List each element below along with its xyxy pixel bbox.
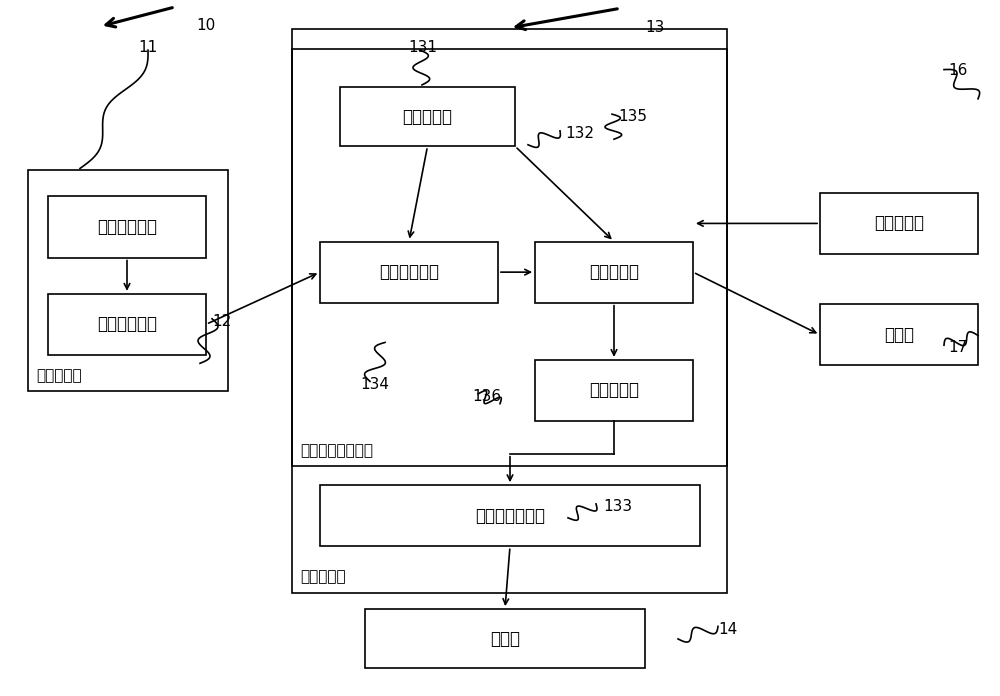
- Text: 136: 136: [472, 389, 501, 404]
- Text: 13: 13: [645, 20, 664, 35]
- Bar: [48, 294, 206, 355]
- Text: 显示部: 显示部: [884, 326, 914, 344]
- Bar: [365, 609, 645, 668]
- Text: 脑电波运算处理部: 脑电波运算处理部: [300, 443, 373, 458]
- Text: 脑电波接口部: 脑电波接口部: [97, 315, 157, 333]
- Bar: [820, 193, 978, 254]
- Text: 12: 12: [212, 314, 231, 329]
- Text: 134: 134: [360, 377, 389, 392]
- Bar: [28, 170, 228, 391]
- Bar: [340, 87, 515, 146]
- Text: 133: 133: [603, 499, 632, 514]
- Text: 脑电波处理部: 脑电波处理部: [379, 263, 439, 281]
- Text: 脑电波检测部: 脑电波检测部: [97, 218, 157, 236]
- Text: 14: 14: [718, 622, 737, 637]
- Text: 131: 131: [408, 40, 437, 55]
- Text: 压迫运动控制部: 压迫运动控制部: [475, 507, 545, 525]
- Text: 控制处理部: 控制处理部: [300, 569, 346, 585]
- Text: 压迫板: 压迫板: [490, 630, 520, 647]
- Text: 135: 135: [618, 109, 647, 125]
- Text: 17: 17: [948, 340, 967, 356]
- Bar: [292, 49, 727, 466]
- Text: 数据存储部: 数据存储部: [402, 108, 452, 125]
- Bar: [320, 242, 498, 303]
- Bar: [820, 304, 978, 365]
- Text: 16: 16: [948, 63, 967, 79]
- Text: 对照判断部: 对照判断部: [589, 381, 639, 400]
- Bar: [48, 196, 206, 258]
- Text: 11: 11: [138, 40, 157, 55]
- Text: 10: 10: [196, 17, 215, 33]
- Text: 132: 132: [565, 126, 594, 141]
- Bar: [320, 485, 700, 546]
- Bar: [535, 360, 693, 421]
- Text: 按键输入部: 按键输入部: [874, 214, 924, 232]
- Text: 信号处理部: 信号处理部: [589, 263, 639, 281]
- Bar: [292, 29, 727, 593]
- Text: 疼痛感知部: 疼痛感知部: [36, 367, 82, 383]
- Bar: [535, 242, 693, 303]
